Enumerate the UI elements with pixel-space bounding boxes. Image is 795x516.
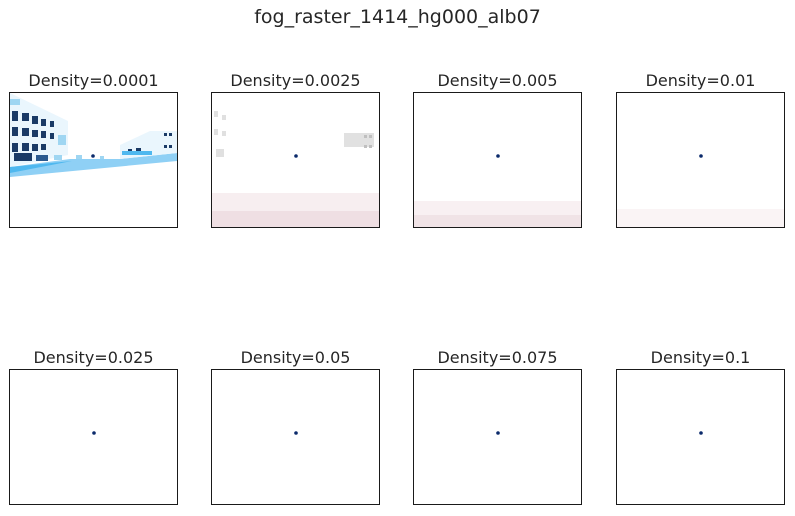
- panel-title: Density=0.01: [645, 71, 756, 90]
- fog-image-frame: [211, 92, 380, 228]
- fog-image-white: [699, 431, 703, 435]
- marker-dot: [496, 431, 500, 435]
- fog-image-white: [294, 431, 298, 435]
- marker-dot: [699, 431, 703, 435]
- panel-title: Density=0.025: [33, 348, 154, 367]
- marker-dot: [92, 431, 96, 435]
- fog-image-white: [92, 431, 96, 435]
- fog-image-frame: [616, 369, 785, 505]
- marker-dot: [699, 154, 703, 158]
- fog-image-white: [496, 431, 500, 435]
- marker-dot: [496, 154, 500, 158]
- fog-image-faint: [212, 111, 379, 227]
- fog-image-frame: [9, 369, 178, 505]
- panel-title: Density=0.0025: [230, 71, 361, 90]
- fog-image-frame: [413, 92, 582, 228]
- marker-dot: [91, 154, 95, 158]
- panel-title: Density=0.0001: [28, 71, 159, 90]
- fog-image-frame: [413, 369, 582, 505]
- panel-title: Density=0.1: [650, 348, 751, 367]
- panel-title: Density=0.05: [240, 348, 351, 367]
- fog-image-clear: [10, 93, 177, 177]
- fog-image-ground-noise-faint: [617, 154, 784, 227]
- marker-dot: [294, 154, 298, 158]
- fog-image-frame: [9, 92, 178, 228]
- fog-image-ground-noise: [414, 154, 581, 227]
- fog-image-frame: [616, 92, 785, 228]
- figure-title: fog_raster_1414_hg000_alb07: [254, 6, 541, 28]
- fog-image-frame: [211, 369, 380, 505]
- marker-dot: [294, 431, 298, 435]
- panel-title: Density=0.005: [437, 71, 558, 90]
- panel-title: Density=0.075: [437, 348, 558, 367]
